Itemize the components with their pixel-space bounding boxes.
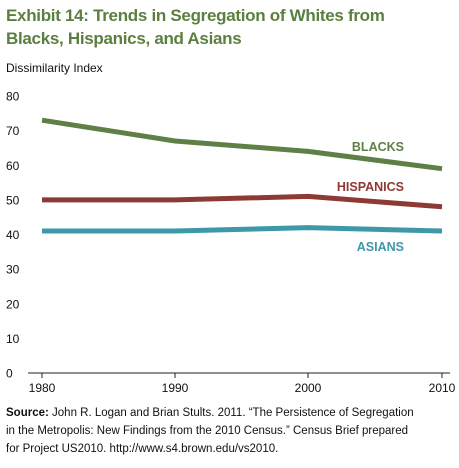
chart-title-line2: Blacks, Hispanics, and Asians: [6, 29, 242, 48]
x-tick-label: 1980: [29, 381, 56, 395]
source-text-line3: for Project US2010. http://www.s4.brown.…: [6, 443, 279, 455]
y-tick-label: 10: [6, 332, 20, 346]
series-line-blacks: [41, 117, 443, 172]
y-tick-label: 0: [6, 367, 13, 381]
y-tick-label: 70: [6, 124, 20, 138]
y-tick-label: 60: [6, 159, 20, 173]
y-tick-label: 80: [6, 90, 20, 104]
source-line1: Source: John R. Logan and Brian Stults. …: [6, 404, 446, 422]
source-text-line1: John R. Logan and Brian Stults. 2011. “T…: [48, 407, 414, 419]
y-tick-label: 30: [6, 263, 20, 277]
x-tick-label: 2000: [295, 381, 322, 395]
series-label-hispanics: HISPANICS: [337, 180, 404, 194]
series-line-hispanics: [42, 193, 443, 210]
y-tick-label: 40: [6, 228, 20, 242]
x-tick-label: 1990: [162, 381, 189, 395]
line-chart: Dissimilarity Index 0 10 20 30 40 50 60 70 80 1980…: [6, 61, 456, 395]
y-axis-label: Dissimilarity Index: [6, 61, 103, 75]
source-note: Source: John R. Logan and Brian Stults. …: [6, 404, 446, 458]
chart-title-line1: Exhibit 14: Trends in Segregation of Whi…: [6, 6, 385, 25]
series-label-asians: ASIANS: [357, 240, 404, 254]
source-label: Source:: [6, 407, 49, 419]
series-line-asians: [42, 225, 443, 234]
y-tick-label: 50: [6, 193, 20, 207]
series-label-blacks: BLACKS: [352, 140, 404, 154]
x-tick-label: 2010: [429, 381, 456, 395]
chart-title: Exhibit 14: Trends in Segregation of Whi…: [6, 4, 446, 50]
y-tick-label: 20: [6, 297, 20, 311]
source-text-line2: in the Metropolis: New Findings from the…: [6, 425, 409, 437]
